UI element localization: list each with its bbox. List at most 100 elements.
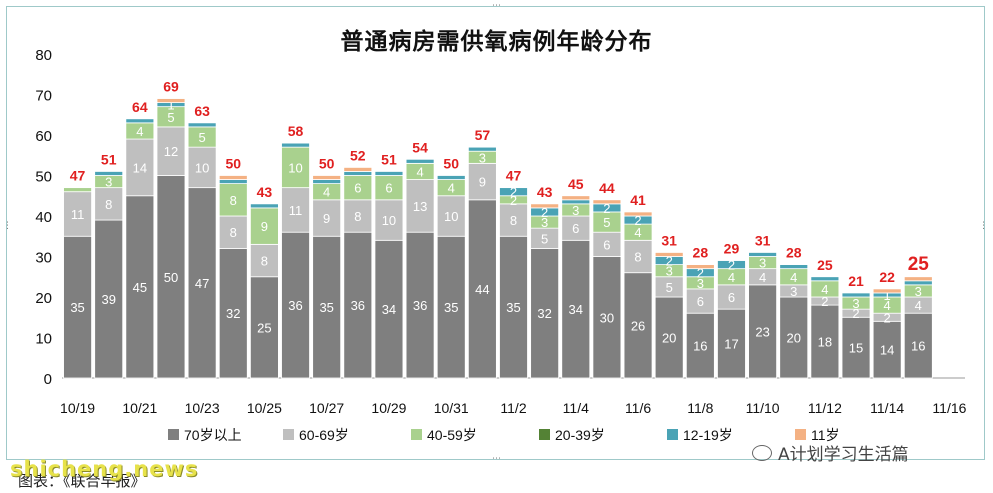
bar-segment bbox=[343, 171, 373, 176]
legend-label: 60-69岁 bbox=[299, 427, 349, 443]
bar-segment bbox=[125, 195, 155, 379]
bar-total-label: 25 bbox=[817, 257, 833, 273]
bar-value-label: 35 bbox=[444, 300, 458, 315]
bar-value-label: 3 bbox=[915, 284, 922, 299]
stacked-bar-chart: 0102030405060708035114739835145144645012… bbox=[35, 47, 966, 443]
bar-total-label: 51 bbox=[381, 151, 397, 167]
bar-value-label: 3 bbox=[572, 203, 579, 218]
bar-value-label: 18 bbox=[818, 335, 832, 350]
x-tick-label: 10/23 bbox=[185, 400, 220, 416]
bar-value-label: 6 bbox=[354, 181, 361, 196]
bar-segment bbox=[592, 199, 622, 205]
bar-total-label: 31 bbox=[661, 232, 677, 248]
bar-value-label: 10 bbox=[288, 160, 302, 175]
bar-segment bbox=[530, 203, 560, 209]
bar-value-label: 32 bbox=[226, 306, 240, 321]
bar-segment bbox=[872, 320, 902, 379]
bar-segment bbox=[810, 304, 840, 379]
account-name: A计划学习生活篇 bbox=[778, 445, 909, 465]
x-tick-label: 11/4 bbox=[563, 400, 589, 416]
x-tick-label: 11/16 bbox=[932, 400, 966, 416]
bar-value-label: 2 bbox=[603, 201, 610, 216]
resize-handle-right[interactable]: ⋮ bbox=[979, 221, 988, 231]
bar-total-label: 28 bbox=[693, 245, 709, 261]
x-tick-label: 11/14 bbox=[870, 400, 904, 416]
bar-segment bbox=[561, 199, 591, 205]
bar-value-label: 8 bbox=[261, 254, 268, 269]
bar-value-label: 4 bbox=[416, 164, 423, 179]
bar-value-label: 5 bbox=[603, 215, 610, 230]
bar-segment bbox=[187, 187, 217, 379]
bar-total-label: 43 bbox=[257, 184, 273, 200]
bar-segment bbox=[592, 256, 622, 379]
bar-value-label: 5 bbox=[666, 280, 673, 295]
bar-value-label: 25 bbox=[257, 320, 271, 335]
bar-segment bbox=[592, 231, 622, 257]
bar-value-label: 20 bbox=[662, 331, 676, 346]
bar-segment bbox=[343, 175, 373, 201]
bar-value-label: 3 bbox=[479, 150, 486, 165]
bar-segment bbox=[872, 288, 902, 294]
bar-segment bbox=[94, 219, 124, 379]
resize-handle-top[interactable]: ⋯ bbox=[492, 1, 501, 11]
y-tick-label: 30 bbox=[35, 250, 52, 267]
bar-value-label: 4 bbox=[915, 298, 922, 313]
bar-value-label: 50 bbox=[164, 270, 178, 285]
bar-segment bbox=[499, 187, 528, 197]
bar-total-label: 47 bbox=[70, 168, 86, 184]
bar-value-label: 35 bbox=[506, 300, 520, 315]
x-tick-label: 11/6 bbox=[625, 400, 651, 416]
bar-value-label: 36 bbox=[351, 298, 365, 313]
bar-segment bbox=[748, 252, 778, 257]
bar-value-label: 35 bbox=[319, 300, 333, 315]
bar-segment bbox=[94, 187, 124, 221]
bar-value-label: 12 bbox=[164, 144, 178, 159]
y-tick-label: 60 bbox=[35, 128, 52, 145]
bar-total-label: 69 bbox=[163, 79, 179, 95]
legend-label: 70岁以上 bbox=[184, 427, 242, 443]
bar-value-label: 4 bbox=[136, 124, 143, 139]
bar-segment bbox=[156, 98, 186, 104]
bar-value-label: 39 bbox=[101, 292, 115, 307]
bar-segment bbox=[249, 243, 279, 278]
resize-handle-bottom[interactable]: ⋯ bbox=[492, 454, 501, 464]
bar-segment bbox=[249, 276, 279, 379]
bar-segment bbox=[63, 191, 92, 237]
bar-value-label: 45 bbox=[133, 280, 147, 295]
bar-value-label: 9 bbox=[323, 211, 330, 226]
bar-value-label: 20 bbox=[787, 331, 801, 346]
bar-value-label: 4 bbox=[448, 181, 455, 196]
bar-value-label: 2 bbox=[510, 193, 517, 208]
bar-segment bbox=[405, 231, 435, 379]
bar-segment bbox=[63, 235, 92, 379]
chart-frame: ⋮ ⋮ ⋯ ⋯ bbox=[3, 2, 988, 464]
legend-swatch bbox=[539, 429, 550, 440]
bar-value-label: 4 bbox=[728, 270, 735, 285]
bar-value-label: 8 bbox=[634, 250, 641, 265]
legend-label: 12-19岁 bbox=[683, 427, 733, 443]
y-tick-label: 70 bbox=[35, 88, 52, 105]
bar-total-label: 44 bbox=[599, 180, 615, 196]
x-tick-label: 10/19 bbox=[60, 400, 95, 416]
bar-value-label: 14 bbox=[133, 160, 147, 175]
bar-value-label: 2 bbox=[510, 185, 517, 200]
bar-value-label: 3 bbox=[759, 256, 766, 271]
bar-total-label: 58 bbox=[288, 123, 304, 139]
bar-value-label: 5 bbox=[541, 231, 548, 246]
bar-total-label: 64 bbox=[132, 99, 148, 115]
bar-value-label: 34 bbox=[569, 302, 583, 317]
bar-total-label: 21 bbox=[848, 273, 864, 289]
bar-value-label: 1 bbox=[884, 288, 891, 303]
bar-value-label: 3 bbox=[852, 296, 859, 311]
bar-segment bbox=[125, 118, 155, 124]
bar-value-label: 47 bbox=[195, 276, 209, 291]
bar-total-label: 43 bbox=[537, 184, 553, 200]
bar-total-label: 47 bbox=[506, 168, 522, 184]
source-label: 图表：《联合早报》 bbox=[18, 472, 146, 490]
bar-value-label: 5 bbox=[167, 110, 174, 125]
bar-value-label: 4 bbox=[634, 225, 641, 240]
x-tick-label: 10/29 bbox=[371, 400, 406, 416]
bar-segment bbox=[717, 284, 746, 310]
bar-value-label: 36 bbox=[288, 298, 302, 313]
resize-handle-left[interactable]: ⋮ bbox=[3, 221, 12, 231]
